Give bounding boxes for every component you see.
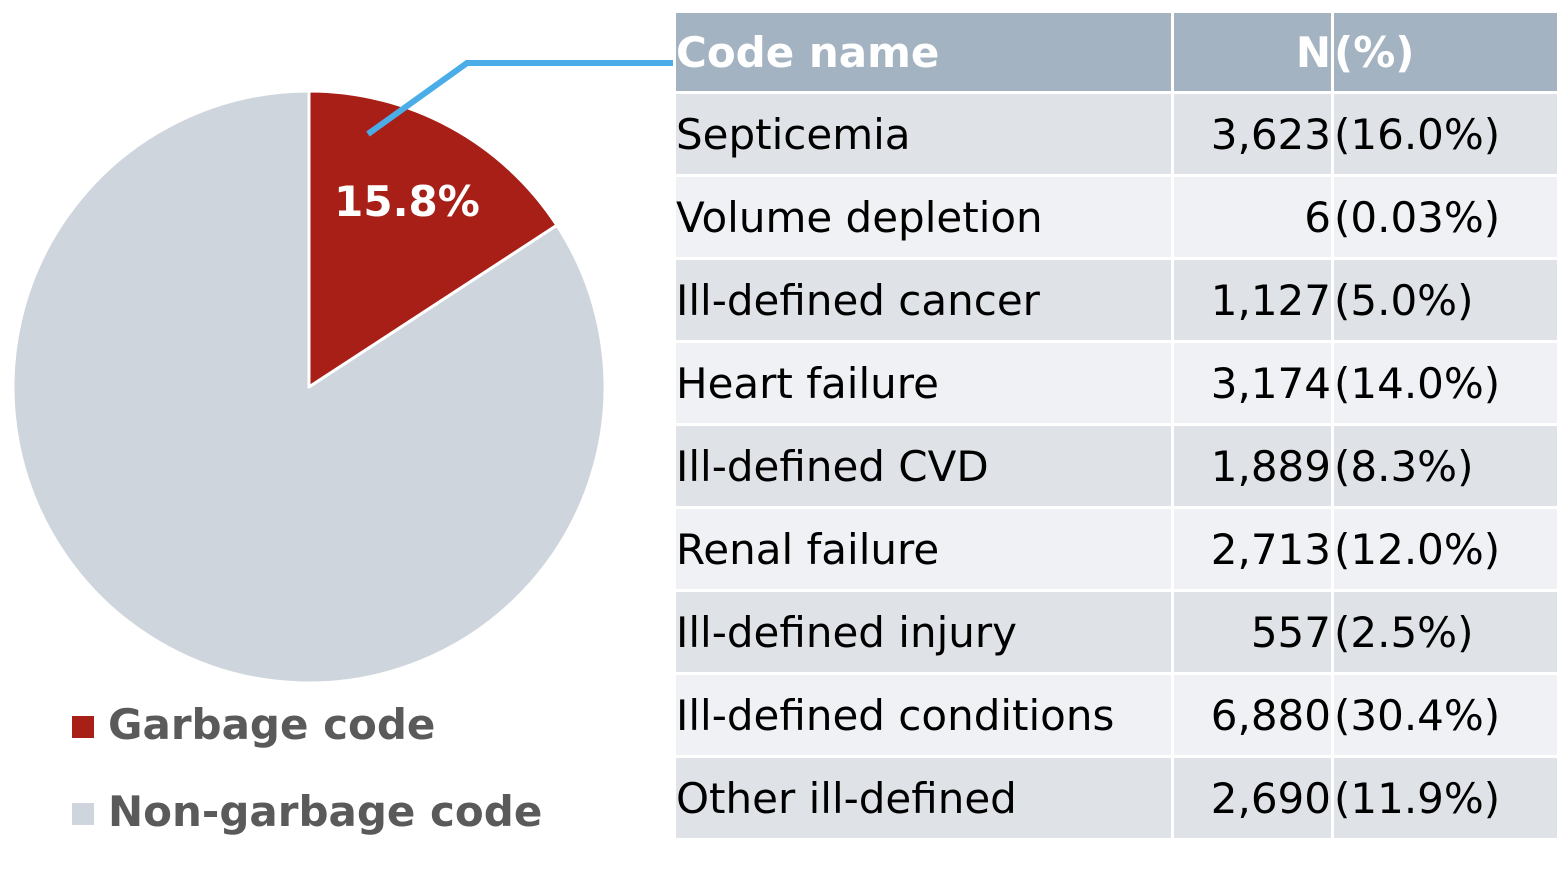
cell-percent: (0.03%) [1331,174,1560,260]
cell-code-name: Heart failure [673,340,1174,426]
cell-n: 2,713 [1171,506,1334,592]
garbage-code-table: Code name N (%) Septicemia 3,623 (16.0%) Vo… [673,10,1560,841]
table-row: Ill-defined conditions 6,880 (30.4%) [673,672,1560,758]
cell-n: 6,880 [1171,672,1334,758]
pie-slice-data-label: 15.8% [334,177,480,226]
cell-percent: (16.0%) [1331,91,1560,177]
table-row: Ill-defined CVD 1,889 (8.3%) [673,423,1560,509]
cell-code-name: Ill-defined cancer [673,257,1174,343]
cell-code-name: Ill-defined conditions [673,672,1174,758]
cell-n: 2,690 [1171,755,1334,841]
legend-label-non-garbage-code: Non-garbage code [108,787,543,836]
cell-percent: (5.0%) [1331,257,1560,343]
cell-percent: (14.0%) [1331,340,1560,426]
table-row: Heart failure 3,174 (14.0%) [673,340,1560,426]
header-percent: (%) [1331,10,1560,94]
cell-percent: (12.0%) [1331,506,1560,592]
pie-slice-garbage-code [307,89,559,389]
pie-slice-non-garbage-code [11,89,607,685]
legend-swatch-non-garbage-code [72,803,94,825]
table-row: Volume depletion 6 (0.03%) [673,174,1560,260]
header-n: N [1171,10,1334,94]
cell-code-name: Ill-defined injury [673,589,1174,675]
table-row: Septicemia 3,623 (16.0%) [673,91,1560,177]
legend-label-garbage-code: Garbage code [108,700,436,749]
cell-code-name: Ill-defined CVD [673,423,1174,509]
cell-percent: (2.5%) [1331,589,1560,675]
cell-n: 3,174 [1171,340,1334,426]
cell-code-name: Septicemia [673,91,1174,177]
table-row: Renal failure 2,713 (12.0%) [673,506,1560,592]
header-code-name: Code name [673,10,1174,94]
cell-n: 557 [1171,589,1334,675]
table-body: Septicemia 3,623 (16.0%) Volume depletion 6(… [673,91,1560,841]
cell-code-name: Renal failure [673,506,1174,592]
pie-chart: 15.8% [11,60,680,685]
table-row: Other ill-defined 2,690 (11.9%) [673,755,1560,841]
cell-code-name: Volume depletion [673,174,1174,260]
cell-n: 1,889 [1171,423,1334,509]
table-row: Ill-defined cancer 1,127 (5.0%) [673,257,1560,343]
cell-n: 1,127 [1171,257,1334,343]
cell-n: 3,623 [1171,91,1334,177]
table-header-row: Code name N (%) [673,10,1560,94]
cell-code-name: Other ill-defined [673,755,1174,841]
table-row: Ill-defined injury 557 (2.5%) [673,589,1560,675]
cell-percent: (8.3%) [1331,423,1560,509]
legend-swatch-garbage-code [72,716,94,738]
connector-line [366,60,680,137]
cell-n: 6 [1171,174,1334,260]
cell-percent: (30.4%) [1331,672,1560,758]
cell-percent: (11.9%) [1331,755,1560,841]
